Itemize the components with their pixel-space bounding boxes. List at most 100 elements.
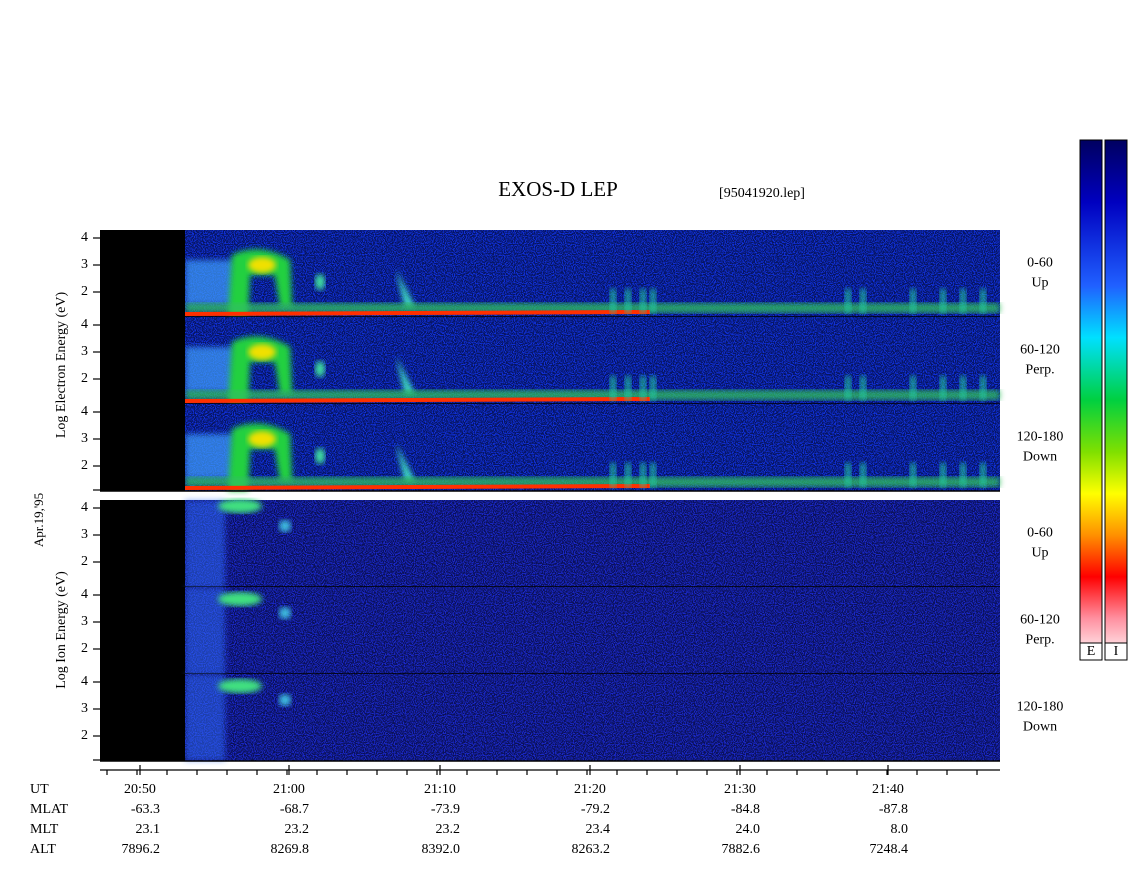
spectrogram-speckle xyxy=(185,587,1000,674)
y-tick-label: 4 xyxy=(81,404,88,419)
feature xyxy=(610,376,616,400)
feature xyxy=(910,376,916,400)
feature xyxy=(248,344,276,360)
row-value: 8392.0 xyxy=(422,842,461,857)
y-tick-label: 3 xyxy=(81,527,88,542)
feature xyxy=(860,376,866,400)
y-tick-label: 2 xyxy=(81,728,88,743)
feature xyxy=(960,289,966,313)
feature xyxy=(218,499,262,513)
feature xyxy=(625,289,631,313)
time-label: 21:10 xyxy=(424,782,456,797)
feature xyxy=(910,289,916,313)
row-value: -84.8 xyxy=(731,802,760,817)
feature xyxy=(315,274,325,290)
y-tick-label: 3 xyxy=(81,701,88,716)
time-axis xyxy=(100,765,1000,775)
time-label: 21:30 xyxy=(724,782,756,797)
row-value: -73.9 xyxy=(431,802,460,817)
feature xyxy=(980,289,986,313)
y-tick-label: 4 xyxy=(81,317,88,332)
y-tick-label: 3 xyxy=(81,344,88,359)
feature xyxy=(184,310,651,316)
feature xyxy=(960,376,966,400)
panels: 4 3 2 0-60 Up 4 3 2 60-120 Perp. 4 3 2 120-180 Down 4 3 2… xyxy=(81,230,1064,762)
feature xyxy=(279,607,291,619)
pitch-range: 0-60 xyxy=(1027,256,1053,271)
data-gap xyxy=(100,587,185,674)
feature xyxy=(185,303,1000,313)
row-value: -68.7 xyxy=(280,802,309,817)
feature xyxy=(650,289,656,313)
feature xyxy=(396,444,415,481)
y-tick-label: 2 xyxy=(81,458,88,473)
feature xyxy=(610,463,616,487)
colorbar xyxy=(1104,139,1128,661)
row-value: -63.3 xyxy=(131,802,160,817)
row-value: 24.0 xyxy=(736,822,761,837)
data-gap xyxy=(100,230,185,317)
y-tick-label: 2 xyxy=(81,284,88,299)
y-tick-label: 4 xyxy=(81,674,88,689)
feature xyxy=(610,289,616,313)
colorbar xyxy=(1079,139,1103,661)
feature xyxy=(940,376,946,400)
feature xyxy=(650,376,656,400)
feature xyxy=(845,463,851,487)
feature xyxy=(860,463,866,487)
feature xyxy=(910,463,916,487)
row-label: MLT xyxy=(30,822,59,837)
row-value: 23.2 xyxy=(285,822,310,837)
row-value: -87.8 xyxy=(879,802,908,817)
row-value: 23.4 xyxy=(586,822,611,837)
feature xyxy=(228,336,292,404)
y-tick-label: 4 xyxy=(81,500,88,515)
feature xyxy=(248,431,276,447)
row-value: 8.0 xyxy=(891,822,909,837)
feature xyxy=(940,463,946,487)
y-tick-label: 2 xyxy=(81,554,88,569)
pitch-direction: Up xyxy=(1031,546,1048,561)
feature xyxy=(279,520,291,532)
file-name: [95041920.lep] xyxy=(719,186,805,201)
spectrogram-speckle xyxy=(185,674,1000,761)
feature xyxy=(185,674,225,761)
feature xyxy=(315,361,325,377)
feature xyxy=(218,592,262,606)
pitch-range: 60-120 xyxy=(1020,343,1060,358)
feature xyxy=(640,289,646,313)
pitch-direction: Down xyxy=(1023,720,1057,735)
feature xyxy=(845,289,851,313)
row-value: 8269.8 xyxy=(271,842,310,857)
y-tick-label: 4 xyxy=(81,230,88,245)
feature xyxy=(228,249,292,317)
feature xyxy=(960,463,966,487)
colorbar-label: E xyxy=(1087,644,1096,659)
feature xyxy=(185,390,1000,400)
feature xyxy=(185,434,235,479)
feature xyxy=(396,357,415,394)
row-value: 23.2 xyxy=(436,822,461,837)
colorbar-label: I xyxy=(1114,644,1119,659)
feature xyxy=(185,500,225,587)
y-tick-label: 2 xyxy=(81,371,88,386)
time-label: 21:40 xyxy=(872,782,904,797)
row-value: 8263.2 xyxy=(572,842,611,857)
pitch-range: 120-180 xyxy=(1017,700,1064,715)
feature xyxy=(845,376,851,400)
time-label: 20:50 xyxy=(124,782,156,797)
electron-axis-label: Log Electron Energy (eV) xyxy=(54,292,69,439)
feature xyxy=(185,260,235,305)
data-gap xyxy=(100,317,185,404)
spectrogram-speckle xyxy=(185,500,1000,587)
row-value: -79.2 xyxy=(581,802,610,817)
y-tick-label: 2 xyxy=(81,641,88,656)
y-tick-label: 3 xyxy=(81,257,88,272)
data-gap xyxy=(100,674,185,761)
y-tick-label: 3 xyxy=(81,431,88,446)
y-tick-label: 3 xyxy=(81,614,88,629)
feature xyxy=(185,477,1000,487)
